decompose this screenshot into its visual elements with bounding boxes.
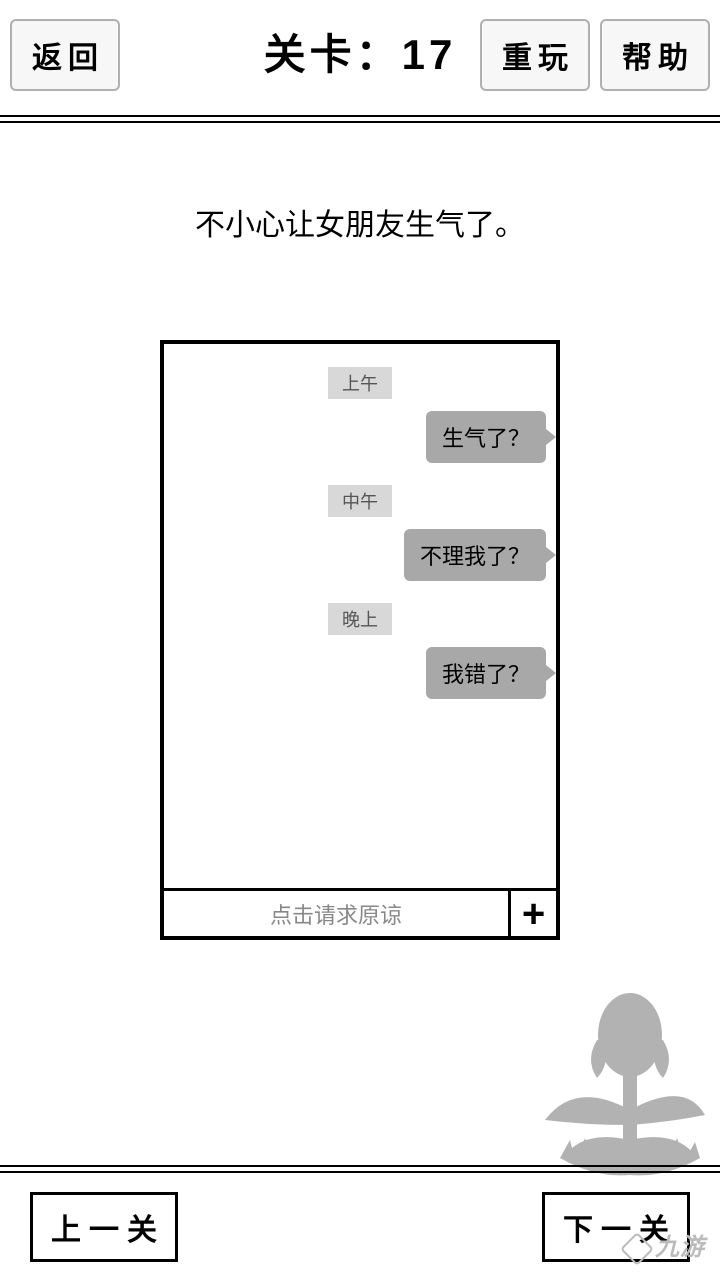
prev-level-button[interactable]: 上一关	[30, 1192, 178, 1262]
top-bar: 返回 关卡：17 重玩 帮助	[0, 20, 720, 90]
level-number: 17	[402, 31, 457, 78]
level-title: 关卡：17	[264, 20, 457, 90]
phone-frame: 上午 生气了？ 中午 不理我了？ 晚上 我错了？ 点击请求原谅 +	[160, 340, 560, 940]
time-row: 晚上	[174, 603, 546, 635]
bottom-bar: 上一关 下一关	[0, 1165, 720, 1280]
chat-area[interactable]: 上午 生气了？ 中午 不理我了？ 晚上 我错了？	[164, 344, 556, 892]
time-badge-noon: 中午	[328, 485, 392, 517]
time-row: 上午	[174, 367, 546, 399]
time-badge-morning: 上午	[328, 367, 392, 399]
watermark: 九游	[625, 1227, 705, 1262]
replay-button[interactable]: 重玩	[480, 19, 590, 91]
help-button[interactable]: 帮助	[600, 19, 710, 91]
chat-input-bar: 点击请求原谅 +	[164, 888, 556, 936]
message-bubble[interactable]: 我错了？	[426, 647, 546, 699]
message-bubble[interactable]: 生气了？	[426, 411, 546, 463]
back-button[interactable]: 返回	[10, 19, 120, 91]
message-row: 我错了？	[174, 647, 546, 699]
message-row: 不理我了？	[174, 529, 546, 581]
flower-decoration[interactable]	[525, 990, 705, 1190]
level-prefix: 关卡：	[264, 31, 402, 78]
watermark-icon	[620, 1232, 654, 1266]
watermark-text: 九游	[655, 1234, 705, 1261]
message-bubble[interactable]: 不理我了？	[404, 529, 546, 581]
right-button-group: 重玩 帮助	[480, 19, 710, 91]
chat-input-field[interactable]: 点击请求原谅	[164, 898, 508, 930]
plus-button[interactable]: +	[508, 890, 556, 938]
time-row: 中午	[174, 485, 546, 517]
time-badge-evening: 晚上	[328, 603, 392, 635]
top-divider	[0, 115, 720, 123]
message-row: 生气了？	[174, 411, 546, 463]
level-prompt: 不小心让女朋友生气了。	[0, 200, 720, 244]
